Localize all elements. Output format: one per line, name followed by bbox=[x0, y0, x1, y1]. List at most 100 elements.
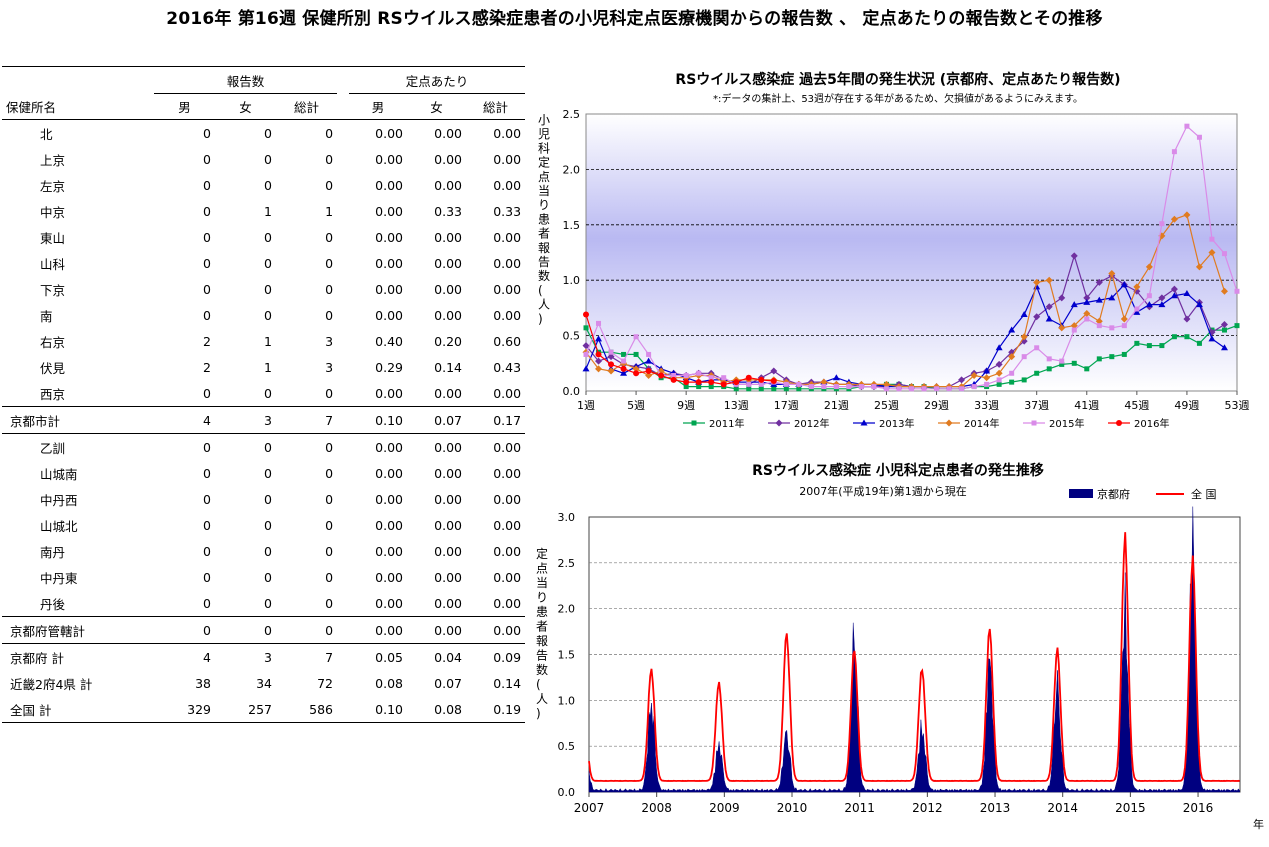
cell-value: 257 bbox=[215, 696, 276, 723]
cell-value: 0 bbox=[325, 151, 334, 167]
chart1-point bbox=[708, 384, 714, 390]
column-gap bbox=[337, 198, 349, 224]
chart1-point bbox=[632, 365, 640, 373]
cell-value: 0 bbox=[203, 595, 211, 611]
table-row: 中丹東 0 0 0 0.00 0.00 0.00 bbox=[2, 564, 525, 590]
cell-value: 0.00 bbox=[434, 569, 463, 585]
cell-value: 0.19 bbox=[466, 696, 526, 723]
cell-value: 0.00 bbox=[493, 569, 522, 585]
chart1-series-line bbox=[585, 214, 1226, 388]
chart1-point bbox=[621, 351, 627, 357]
chart1-xtick-label: 49週 bbox=[1174, 399, 1199, 412]
chart1-point bbox=[1058, 294, 1066, 302]
cell-value: 0.05 bbox=[349, 643, 408, 670]
cell-value: 0 bbox=[154, 433, 215, 460]
cell-value: 0.00 bbox=[434, 385, 463, 401]
chart1-point bbox=[1145, 301, 1153, 308]
table-row: 上京 0 0 0 0.00 0.00 0.00 bbox=[2, 146, 525, 172]
cell-value: 0 bbox=[264, 385, 272, 401]
cell-value: 0.00 bbox=[434, 517, 463, 533]
column-header-female: 女 bbox=[215, 93, 276, 120]
chart1-point bbox=[984, 381, 990, 387]
cell-value: 0.00 bbox=[434, 125, 463, 141]
five-year-chart: RSウイルス感染症 過去5年間の発生状況 (京都府、定点あたり報告数) *:データ… bbox=[538, 71, 1250, 430]
chart1-point bbox=[1170, 285, 1178, 293]
chart1-point bbox=[1031, 420, 1037, 426]
chart1-point bbox=[808, 384, 814, 390]
chart1-point bbox=[1195, 301, 1203, 308]
chart1-point bbox=[1196, 340, 1202, 346]
cell-value: 0.14 bbox=[434, 359, 463, 375]
cell-value: 0.00 bbox=[434, 281, 463, 297]
column-gap bbox=[337, 486, 349, 512]
column-gap bbox=[337, 616, 350, 644]
chart1-point bbox=[983, 367, 991, 374]
chart1-xtick-label: 41週 bbox=[1074, 399, 1099, 412]
chart2-ylabel: 定点当り患者報告数(人) bbox=[536, 546, 548, 721]
cell-value: 0.00 bbox=[375, 517, 404, 533]
chart1-point bbox=[657, 367, 665, 375]
cell-value: 0 bbox=[203, 385, 211, 401]
chart1-series-line bbox=[585, 314, 774, 386]
column-gap bbox=[337, 354, 349, 380]
chart2-legend-label-national: 全 国 bbox=[1191, 487, 1217, 501]
cell-value: 0.00 bbox=[493, 385, 522, 401]
cell-value: 0 bbox=[325, 491, 334, 507]
chart1-legend-label: 2015年 bbox=[1049, 417, 1084, 430]
cell-value: 7 bbox=[276, 406, 338, 434]
chart1-point bbox=[1133, 283, 1141, 291]
chart1-point bbox=[771, 386, 777, 392]
column-gap bbox=[337, 146, 349, 172]
cell-value: 0 bbox=[215, 433, 276, 460]
cell-value: 0 bbox=[203, 491, 211, 507]
chart1-legend-label: 2013年 bbox=[879, 417, 914, 430]
chart1-point bbox=[1184, 334, 1190, 340]
cell-value: 2 bbox=[203, 359, 211, 375]
chart1-point bbox=[633, 370, 640, 377]
column-gap bbox=[337, 172, 349, 198]
column-gap bbox=[337, 460, 349, 486]
chart1-ytick-label: 2.0 bbox=[563, 163, 581, 176]
chart1-legend-label: 2016年 bbox=[1134, 417, 1169, 430]
chart1-point bbox=[1171, 149, 1177, 155]
row-name: 南 bbox=[40, 308, 53, 324]
cell-value: 0.00 bbox=[493, 491, 522, 507]
cell-value: 1 bbox=[264, 359, 272, 375]
chart1-point bbox=[683, 379, 690, 386]
row-name: 下京 bbox=[40, 282, 66, 298]
table-row: 山科 0 0 0 0.00 0.00 0.00 bbox=[2, 250, 525, 276]
chart2-legend-swatch-kyoto bbox=[1069, 489, 1093, 498]
chart1-point bbox=[1045, 276, 1053, 284]
chart1-ytick-label: 2.5 bbox=[563, 108, 581, 121]
chart1-point bbox=[683, 384, 689, 390]
chart1-point bbox=[1021, 354, 1027, 360]
chart1-xtick-label: 45週 bbox=[1124, 399, 1149, 412]
chart2-ytick-label: 2.5 bbox=[558, 557, 576, 570]
cell-value: 0.00 bbox=[493, 595, 522, 611]
cell-value: 0.17 bbox=[466, 406, 526, 434]
cell-value: 3 bbox=[215, 406, 276, 434]
chart1-series-2016年 bbox=[583, 311, 777, 388]
chart1-point bbox=[758, 381, 764, 387]
chart1-point bbox=[1234, 288, 1240, 294]
chart2-xtick-label: 2008 bbox=[641, 801, 672, 815]
chart1-point bbox=[945, 419, 953, 427]
chart2-ytick-label: 1.0 bbox=[558, 694, 576, 707]
chart2-ytick-label: 1.5 bbox=[558, 649, 576, 662]
cell-value: 0.00 bbox=[466, 433, 526, 460]
chart1-point bbox=[1071, 360, 1077, 366]
table-row: 近畿2府4県 計 38 34 72 0.08 0.07 0.14 bbox=[2, 670, 525, 696]
row-name: 乙訓 bbox=[2, 433, 154, 460]
chart2-xtick-label: 2016 bbox=[1183, 801, 1214, 815]
chart1-point bbox=[633, 334, 639, 340]
cell-value: 0 bbox=[264, 517, 272, 533]
cell-value: 0.20 bbox=[434, 333, 463, 349]
cell-value: 0 bbox=[264, 255, 272, 271]
column-gap bbox=[337, 276, 349, 302]
chart1-point bbox=[658, 372, 665, 379]
row-name: 山城北 bbox=[40, 518, 78, 534]
chart1-point bbox=[746, 381, 752, 387]
cell-value: 0.00 bbox=[375, 281, 404, 297]
cell-value: 0 bbox=[325, 517, 334, 533]
chart1-point bbox=[696, 370, 702, 376]
